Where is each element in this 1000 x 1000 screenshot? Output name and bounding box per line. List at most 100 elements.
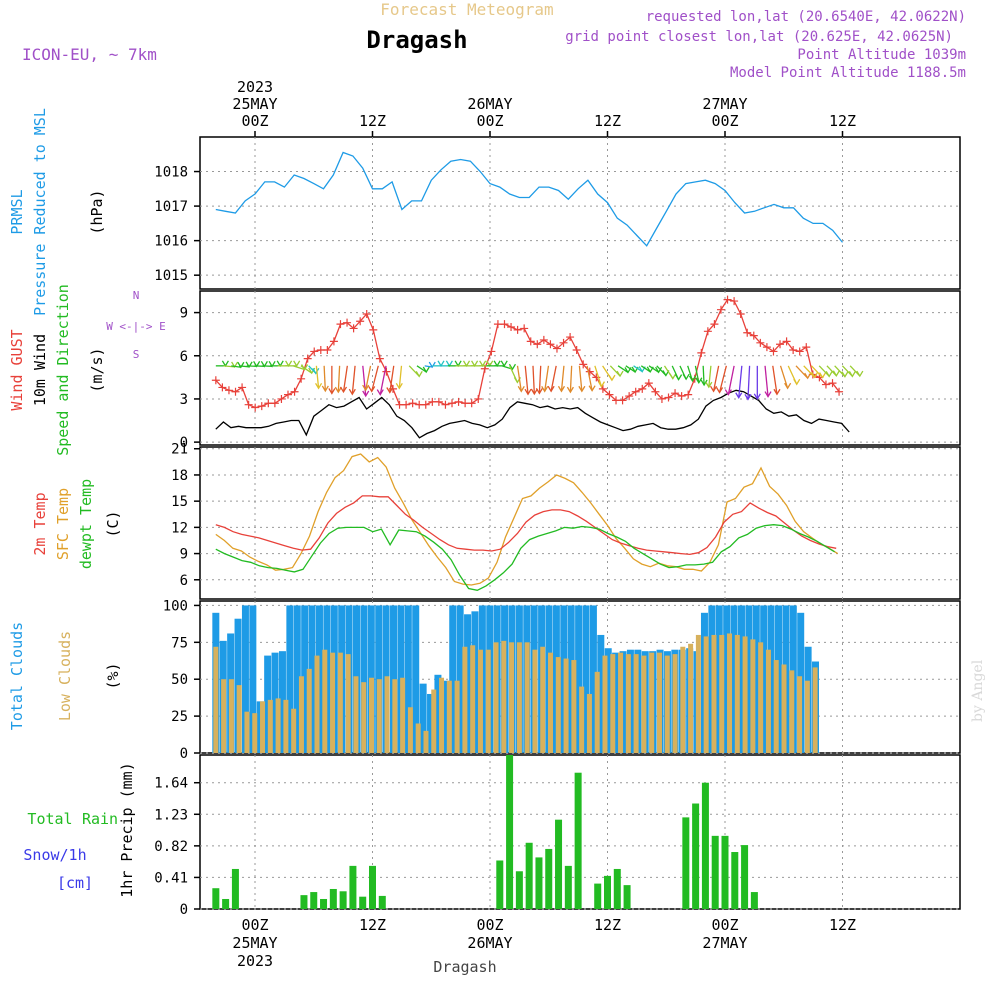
total-cloud-bar <box>760 605 768 753</box>
wind-dir-arrowhead <box>517 386 525 393</box>
low-cloud-bar <box>804 680 810 753</box>
rain-bar <box>623 885 631 909</box>
wind-dir-arrow <box>779 365 789 389</box>
bottom-time-label: 00Z <box>711 916 738 934</box>
rain-bar <box>711 835 719 909</box>
gust-line-marker <box>224 386 233 395</box>
temp2m-line <box>215 495 837 556</box>
ytick-label-temperature: 6 <box>180 573 188 589</box>
wind-dir-arrow <box>315 365 320 389</box>
chart-title: Forecast Meteogram <box>380 0 553 19</box>
low-cloud-bar <box>260 701 266 753</box>
panel-frame-pressure <box>199 136 961 290</box>
gust-line-marker <box>821 380 830 389</box>
top-time-label: 00Z <box>476 112 503 130</box>
wind-dir-arrow <box>727 365 735 395</box>
wind-dir-arrowhead <box>293 360 301 368</box>
bottom-time-label: 12Z <box>359 916 386 934</box>
gust-line-marker <box>244 400 253 409</box>
low-cloud-bar <box>711 634 717 753</box>
bottom-time-label: 12Z <box>829 916 856 934</box>
low-cloud-bar <box>368 677 374 753</box>
low-cloud-bar <box>407 707 413 753</box>
wind-dir-arrow <box>300 365 313 374</box>
rain-bar <box>212 888 220 909</box>
total-cloud-bar <box>449 605 457 753</box>
gust-line-marker <box>651 387 660 396</box>
low-cloud-bar <box>586 693 592 753</box>
rain-bar <box>574 772 582 909</box>
low-cloud-bar <box>742 636 748 753</box>
wind-dir-arrow <box>625 365 636 373</box>
low-cloud-bar <box>462 646 468 753</box>
rain-bar <box>515 871 523 909</box>
gust-line-marker <box>336 320 345 329</box>
wind-dir-arrowhead <box>445 360 453 368</box>
ytick-label-temperature: 12 <box>171 520 188 536</box>
wind-dir-arrowhead <box>688 375 697 383</box>
wind-dir-arrowhead <box>856 370 864 378</box>
top-date-label: 25MAY <box>232 95 277 113</box>
total-cloud-bar <box>419 683 427 753</box>
gust-line-marker <box>375 354 384 363</box>
wind-dir-arrowhead <box>695 377 703 385</box>
wind-dir-arrowhead <box>339 386 348 394</box>
gust-line-marker <box>703 327 712 336</box>
wind-dir-arrow <box>532 365 535 394</box>
wind-dir-arrowhead <box>541 386 549 393</box>
gust-line-marker <box>270 399 279 408</box>
wind-dir-arrowhead <box>362 390 370 398</box>
temp-ylabel-2m: 2m Temp <box>31 492 49 555</box>
total-cloud-bar <box>567 605 575 753</box>
gust-line-marker <box>520 324 529 333</box>
wind-dir-arrowhead <box>655 366 663 374</box>
total-cloud-bar <box>575 605 583 753</box>
low-cloud-bar <box>540 646 546 753</box>
total-cloud-bar <box>464 614 472 753</box>
gust-line-marker <box>572 346 581 355</box>
wind-dir-arrowhead <box>841 371 849 378</box>
low-cloud-bar <box>703 636 709 753</box>
gust-line-marker <box>218 383 227 392</box>
info-line-2: grid point closest lon,lat (20.625E, 42.… <box>565 29 953 45</box>
rain-bar <box>555 819 563 909</box>
wind-ylabel-dir: Speed and Direction <box>54 284 72 456</box>
total-cloud-bar <box>456 605 464 753</box>
dewpt-line <box>215 524 835 591</box>
wind-dir-arrowhead <box>724 389 732 396</box>
gust-line-marker <box>402 400 411 409</box>
low-cloud-bar <box>306 668 312 753</box>
low-cloud-bar <box>221 679 227 753</box>
total-cloud-bar <box>271 652 279 753</box>
wind-ylabel-gust: Wind GUST <box>8 329 26 410</box>
gust-line-marker <box>382 367 391 376</box>
low-cloud-bar <box>555 657 561 753</box>
total-cloud-bar <box>278 651 286 753</box>
panel-frame-wind <box>199 290 961 446</box>
wind-dir-arrowhead <box>700 379 708 387</box>
low-cloud-bar <box>688 643 694 753</box>
wind-dir-arrow <box>337 365 341 393</box>
gust-line-marker <box>684 390 693 399</box>
gust-line-marker <box>211 376 220 385</box>
total-cloud-bar <box>604 648 612 753</box>
bottom-date-label: 27MAY <box>702 934 747 952</box>
ytick-label-precip: 0 <box>180 902 188 918</box>
wind-dir-arrowhead <box>221 360 229 368</box>
low-cloud-bar <box>524 642 530 753</box>
low-cloud-bar <box>656 652 662 753</box>
gust-line-marker <box>507 322 516 331</box>
gust-line-marker <box>546 340 555 349</box>
wind-dir-arrowhead <box>669 373 677 380</box>
wind-dir-arrowhead <box>832 370 840 378</box>
top-year-label: 2023 <box>237 78 273 96</box>
total-cloud-bar <box>767 605 775 753</box>
ytick-label-clouds: 50 <box>171 672 188 688</box>
gust-line-marker <box>730 297 739 306</box>
low-cloud-bar <box>244 711 250 753</box>
low-cloud-bar <box>501 640 507 753</box>
temp-unit: (C) <box>104 510 122 537</box>
gust-line-marker <box>539 335 548 344</box>
compass-east-west: W <-|-> E <box>106 320 166 333</box>
